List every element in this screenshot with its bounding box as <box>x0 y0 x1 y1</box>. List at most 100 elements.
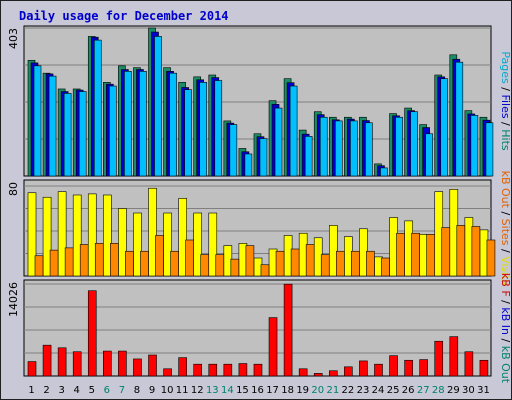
bar-sites <box>170 250 179 277</box>
bar-pages <box>274 107 283 177</box>
x-tick-label: 23 <box>357 385 370 396</box>
x-tick-label: 22 <box>342 385 355 396</box>
bar-kb-f <box>298 368 308 377</box>
bar-pages <box>139 71 147 177</box>
side-legend-part: Visits <box>499 256 512 285</box>
bar-kb-f <box>178 357 187 377</box>
y-axis-max-label: 403 <box>7 28 20 49</box>
bar-sites <box>155 235 164 277</box>
bar-kb-f <box>208 363 218 377</box>
bar-sites <box>396 232 405 277</box>
x-tick-label: 1 <box>28 385 34 396</box>
x-tick-label: 13 <box>206 385 219 396</box>
bar-pages <box>380 167 388 177</box>
bar-pages <box>425 133 433 177</box>
bar-sites <box>260 264 270 277</box>
x-tick-label: 9 <box>149 385 155 396</box>
bar-kb-f <box>268 317 278 377</box>
bar-kb-f <box>87 290 97 377</box>
bar-pages <box>93 39 102 177</box>
bar-pages <box>289 85 298 177</box>
bar-pages <box>109 85 117 177</box>
bar-visits <box>118 208 127 277</box>
bar-sites <box>320 254 330 277</box>
bar-sites <box>305 244 315 277</box>
bar-sites <box>140 250 149 277</box>
bar-visits <box>57 191 67 277</box>
bar-visits <box>103 194 112 277</box>
x-tick-label: 5 <box>89 385 95 396</box>
bar-kb-f <box>57 347 67 377</box>
bar-visits <box>148 187 157 277</box>
bar-kb-f <box>283 283 293 377</box>
bar-sites <box>125 250 134 277</box>
x-tick-label: 6 <box>104 385 110 396</box>
bar-pages <box>33 65 42 177</box>
bar-pages <box>169 72 177 177</box>
bar-sites <box>215 254 225 277</box>
bar-kb-f <box>404 359 413 377</box>
x-tick-label: 17 <box>266 385 279 396</box>
side-legend-part: / <box>499 246 512 257</box>
bar-pages <box>199 82 208 177</box>
bar-sites <box>245 245 255 277</box>
panel-top: 403 Pages / Files / Hits <box>7 25 512 177</box>
side-legend-part: Pages <box>499 51 512 84</box>
bar-pages <box>455 61 464 177</box>
bar-sites <box>486 239 496 277</box>
bar-sites <box>94 243 104 277</box>
bar-sites <box>275 250 285 277</box>
bar-kb-f <box>359 360 368 377</box>
side-legend: kB F / kB In / kB Out <box>499 273 512 384</box>
bar-pages <box>184 89 192 177</box>
bar-pages <box>319 116 328 177</box>
side-legend-part: Sites <box>499 219 512 246</box>
x-tick-label: 27 <box>417 385 430 396</box>
x-tick-label: 29 <box>447 385 460 396</box>
x-tick-label: 15 <box>236 385 249 396</box>
x-tick-label: 7 <box>119 385 125 396</box>
x-tick-label: 28 <box>432 385 445 396</box>
bar-pages <box>229 124 238 177</box>
bar-kb-f <box>238 363 248 377</box>
bar-kb-f <box>344 366 353 377</box>
bar-pages <box>440 78 449 177</box>
bar-pages <box>63 93 72 177</box>
bar-kb-f <box>163 368 172 377</box>
bar-visits <box>328 225 338 277</box>
bar-visits <box>87 193 97 277</box>
x-tick-label: 12 <box>191 385 204 396</box>
bar-visits <box>27 192 37 277</box>
side-legend-part: kB In <box>499 307 512 335</box>
bar-visits <box>133 212 142 277</box>
x-tick-label: 4 <box>74 385 80 396</box>
bar-visits <box>178 198 187 277</box>
bar-pages <box>395 116 403 177</box>
panel-middle: 80 kB Out / Sites / Visits <box>7 171 512 286</box>
x-tick-label: 16 <box>251 385 264 396</box>
x-tick-label: 30 <box>462 385 475 396</box>
bar-visits <box>208 212 218 277</box>
bar-pages <box>485 122 494 177</box>
bar-kb-f <box>148 354 157 377</box>
bar-kb-f <box>434 340 444 377</box>
bar-sites <box>230 258 240 277</box>
x-tick-label: 20 <box>311 385 324 396</box>
bar-pages <box>350 120 358 177</box>
y-axis-max-label: 80 <box>7 182 20 196</box>
bar-kb-f <box>72 351 82 377</box>
bar-visits <box>72 194 82 277</box>
bar-pages <box>470 115 479 177</box>
x-tick-label: 8 <box>134 385 140 396</box>
plot-area <box>23 279 492 377</box>
side-legend-part: / <box>499 208 512 219</box>
bar-sites <box>200 254 210 277</box>
side-legend-part: / <box>499 297 512 308</box>
bar-sites <box>426 234 435 277</box>
bar-pages <box>410 111 418 177</box>
bar-pages <box>334 120 343 177</box>
bar-kb-f <box>449 336 459 377</box>
x-tick-label: 2 <box>43 385 49 396</box>
x-tick-label: 21 <box>326 385 339 396</box>
